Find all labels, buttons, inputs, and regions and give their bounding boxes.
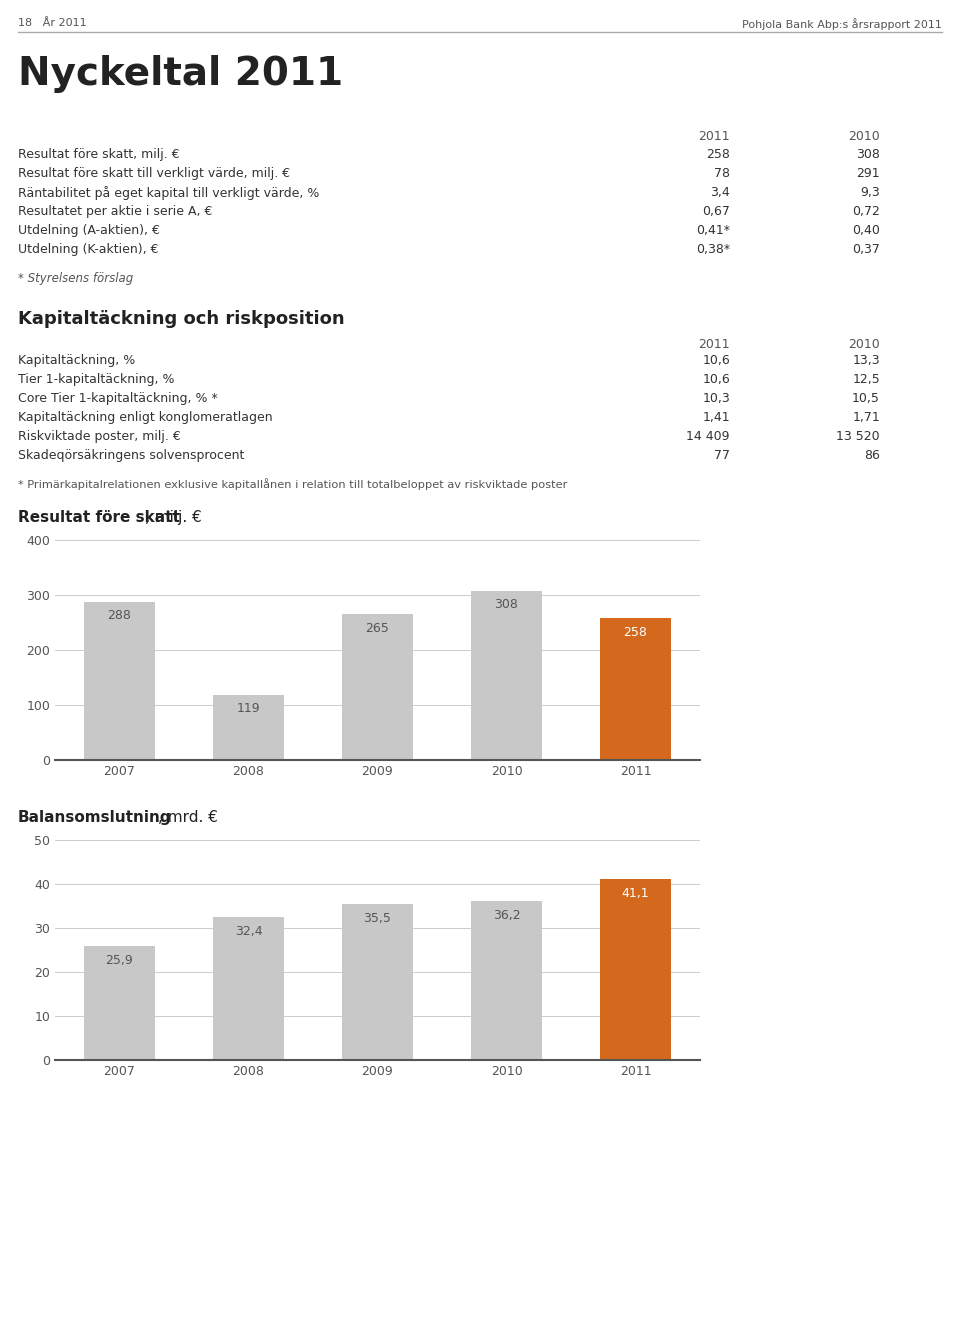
Text: 1,41: 1,41 — [703, 411, 730, 424]
Text: Utdelning (K-aktien), €: Utdelning (K-aktien), € — [18, 243, 158, 256]
Bar — [600, 618, 671, 760]
Text: 308: 308 — [856, 148, 880, 161]
Text: 2010: 2010 — [849, 338, 880, 351]
Text: Riskviktade poster, milj. €: Riskviktade poster, milj. € — [18, 430, 180, 444]
Text: Kapitaltäckning enligt konglomeratlagen: Kapitaltäckning enligt konglomeratlagen — [18, 411, 273, 424]
Text: Resultat före skatt: Resultat före skatt — [18, 510, 180, 525]
Text: Kapitaltäckning och riskposition: Kapitaltäckning och riskposition — [18, 310, 345, 327]
Text: 0,37: 0,37 — [852, 243, 880, 256]
Text: 86: 86 — [864, 449, 880, 462]
Text: Utdelning (A-aktien), €: Utdelning (A-aktien), € — [18, 224, 160, 238]
Text: Resultat före skatt, milj. €: Resultat före skatt, milj. € — [18, 148, 180, 161]
Text: 0,72: 0,72 — [852, 205, 880, 218]
Text: , mrd. €: , mrd. € — [158, 810, 218, 825]
Bar — [342, 614, 413, 760]
Bar — [471, 590, 542, 760]
Text: Core Tier 1-kapitaltäckning, % *: Core Tier 1-kapitaltäckning, % * — [18, 392, 218, 405]
Text: Resultatet per aktie i serie A, €: Resultatet per aktie i serie A, € — [18, 205, 212, 218]
Text: 25,9: 25,9 — [106, 954, 133, 968]
Text: 10,6: 10,6 — [703, 374, 730, 385]
Text: 308: 308 — [494, 598, 518, 611]
Text: 2010: 2010 — [849, 129, 880, 143]
Text: 258: 258 — [707, 148, 730, 161]
Text: 10,3: 10,3 — [703, 392, 730, 405]
Text: 1,71: 1,71 — [852, 411, 880, 424]
Text: 14 409: 14 409 — [686, 430, 730, 444]
Text: 32,4: 32,4 — [234, 925, 262, 939]
Text: Nyckeltal 2011: Nyckeltal 2011 — [18, 55, 343, 92]
Text: 3,4: 3,4 — [710, 186, 730, 199]
Text: 258: 258 — [624, 626, 647, 639]
Bar — [600, 879, 671, 1060]
Text: 13 520: 13 520 — [836, 430, 880, 444]
Text: 2011: 2011 — [698, 129, 730, 143]
Text: 291: 291 — [856, 168, 880, 180]
Bar — [213, 694, 284, 760]
Text: , milj. €: , milj. € — [145, 510, 202, 525]
Text: 10,5: 10,5 — [852, 392, 880, 405]
Text: 2011: 2011 — [698, 338, 730, 351]
Text: 119: 119 — [237, 702, 260, 715]
Text: 12,5: 12,5 — [852, 374, 880, 385]
Text: 0,67: 0,67 — [702, 205, 730, 218]
Text: Resultat före skatt till verkligt värde, milj. €: Resultat före skatt till verkligt värde,… — [18, 168, 290, 180]
Text: 78: 78 — [714, 168, 730, 180]
Text: Tier 1-kapitaltäckning, %: Tier 1-kapitaltäckning, % — [18, 374, 175, 385]
Bar — [213, 917, 284, 1060]
Text: 0,38*: 0,38* — [696, 243, 730, 256]
Text: 288: 288 — [108, 610, 132, 622]
Text: Kapitaltäckning, %: Kapitaltäckning, % — [18, 354, 135, 367]
Text: 265: 265 — [366, 622, 390, 635]
Text: * Styrelsens förslag: * Styrelsens förslag — [18, 272, 133, 285]
Text: 41,1: 41,1 — [622, 887, 649, 900]
Text: 77: 77 — [714, 449, 730, 462]
Text: 0,40: 0,40 — [852, 224, 880, 238]
Bar — [84, 946, 155, 1060]
Bar — [471, 900, 542, 1060]
Text: 36,2: 36,2 — [492, 908, 520, 921]
Bar — [342, 904, 413, 1060]
Text: Balansomslutning: Balansomslutning — [18, 810, 172, 825]
Text: 0,41*: 0,41* — [696, 224, 730, 238]
Text: 18   År 2011: 18 År 2011 — [18, 18, 86, 28]
Text: Räntabilitet på eget kapital till verkligt värde, %: Räntabilitet på eget kapital till verkli… — [18, 186, 320, 199]
Text: 10,6: 10,6 — [703, 354, 730, 367]
Text: 13,3: 13,3 — [852, 354, 880, 367]
Text: 35,5: 35,5 — [364, 912, 392, 925]
Text: Pohjola Bank Abp:s årsrapport 2011: Pohjola Bank Abp:s årsrapport 2011 — [742, 18, 942, 30]
Text: 9,3: 9,3 — [860, 186, 880, 199]
Bar — [84, 602, 155, 760]
Text: * Primärkapitalrelationen exklusive kapitallånen i relation till totalbeloppet a: * Primärkapitalrelationen exklusive kapi… — [18, 478, 567, 490]
Text: Skadeqörsäkringens solvensprocent: Skadeqörsäkringens solvensprocent — [18, 449, 245, 462]
